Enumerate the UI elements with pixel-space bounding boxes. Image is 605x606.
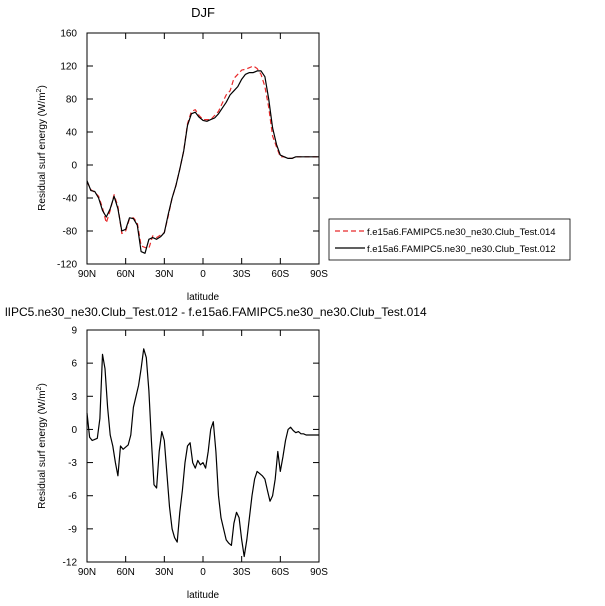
top-series-line-1 bbox=[86, 70, 319, 254]
bottom-y-axis-label-main: Residual surf energy (W/m bbox=[37, 390, 48, 508]
top-plot-frame bbox=[86, 32, 320, 265]
bottom-xtick-label: 30S bbox=[233, 567, 251, 578]
bottom-ytick-label: -3 bbox=[68, 458, 77, 469]
bottom-xtick-label: 0 bbox=[200, 567, 206, 578]
bottom-ytick-label: -6 bbox=[68, 491, 77, 502]
bottom-ytick-label: -12 bbox=[63, 558, 78, 569]
bottom-xtick-label: 60N bbox=[116, 567, 134, 578]
legend-box bbox=[328, 218, 571, 261]
bottom-y-axis-label-close: ) bbox=[37, 383, 48, 386]
bottom-ytick-label: -9 bbox=[68, 524, 77, 535]
bottom-chart-title: lIPC5.ne30_ne30.Club_Test.012 - f.e15a6.… bbox=[5, 305, 427, 319]
bottom-y-axis-label-sup: 2 bbox=[36, 386, 43, 390]
top-y-axis-label-main: Residual surf energy (W/m bbox=[37, 92, 48, 210]
top-xtick-label: 30N bbox=[155, 269, 173, 280]
bottom-ytick-label: 0 bbox=[71, 425, 77, 436]
top-ytick-label: 120 bbox=[60, 62, 77, 73]
top-ytick-label: 0 bbox=[71, 161, 77, 172]
legend: f.e15a6.FAMIPC5.ne30_ne30.Club_Test.014 … bbox=[328, 218, 571, 261]
top-series-line-0 bbox=[86, 65, 319, 249]
top-xtick-label: 90N bbox=[78, 269, 96, 280]
top-y-axis-label: Residual surf energy (W/m2) bbox=[36, 85, 48, 211]
top-y-axis-label-close: ) bbox=[37, 85, 48, 88]
bottom-panel: lIPC5.ne30_ne30.Club_Test.012 - f.e15a6.… bbox=[5, 305, 427, 601]
bottom-ytick-label: 6 bbox=[71, 359, 77, 370]
top-y-axis-label-sup: 2 bbox=[36, 88, 43, 92]
legend-label-012: f.e15a6.FAMIPC5.ne30_ne30.Club_Test.012 bbox=[367, 244, 556, 255]
bottom-xtick-label: 90S bbox=[310, 567, 328, 578]
bottom-series-line-0 bbox=[86, 348, 319, 558]
bottom-plot-frame bbox=[86, 329, 320, 563]
top-ytick-label: 80 bbox=[66, 95, 78, 106]
top-xtick-label: 0 bbox=[200, 269, 206, 280]
bottom-xtick-label: 60S bbox=[271, 567, 289, 578]
top-ytick-label: 160 bbox=[60, 29, 77, 40]
top-ytick-label: -120 bbox=[57, 260, 77, 271]
bottom-ytick-label: 3 bbox=[71, 392, 77, 403]
top-ytick-label: -40 bbox=[63, 194, 78, 205]
bottom-xtick-label: 90N bbox=[78, 567, 96, 578]
bottom-xtick-label: 30N bbox=[155, 567, 173, 578]
legend-label-014: f.e15a6.FAMIPC5.ne30_ne30.Club_Test.014 bbox=[367, 227, 556, 238]
top-ytick-label: 40 bbox=[66, 128, 78, 139]
top-xtick-label: 30S bbox=[233, 269, 251, 280]
top-ytick-label: -80 bbox=[63, 227, 78, 238]
top-xtick-label: 90S bbox=[310, 269, 328, 280]
top-xtick-label: 60N bbox=[116, 269, 134, 280]
top-x-axis-label: latitude bbox=[187, 292, 220, 303]
bottom-x-axis-label: latitude bbox=[187, 590, 220, 601]
bottom-y-axis-label: Residual surf energy (W/m2) bbox=[36, 383, 48, 509]
top-panel: DJF Residual surf energy (W/m2) latitude… bbox=[36, 5, 571, 303]
top-chart-title: DJF bbox=[191, 5, 215, 20]
bottom-ytick-label: 9 bbox=[71, 326, 77, 337]
top-xtick-label: 60S bbox=[271, 269, 289, 280]
